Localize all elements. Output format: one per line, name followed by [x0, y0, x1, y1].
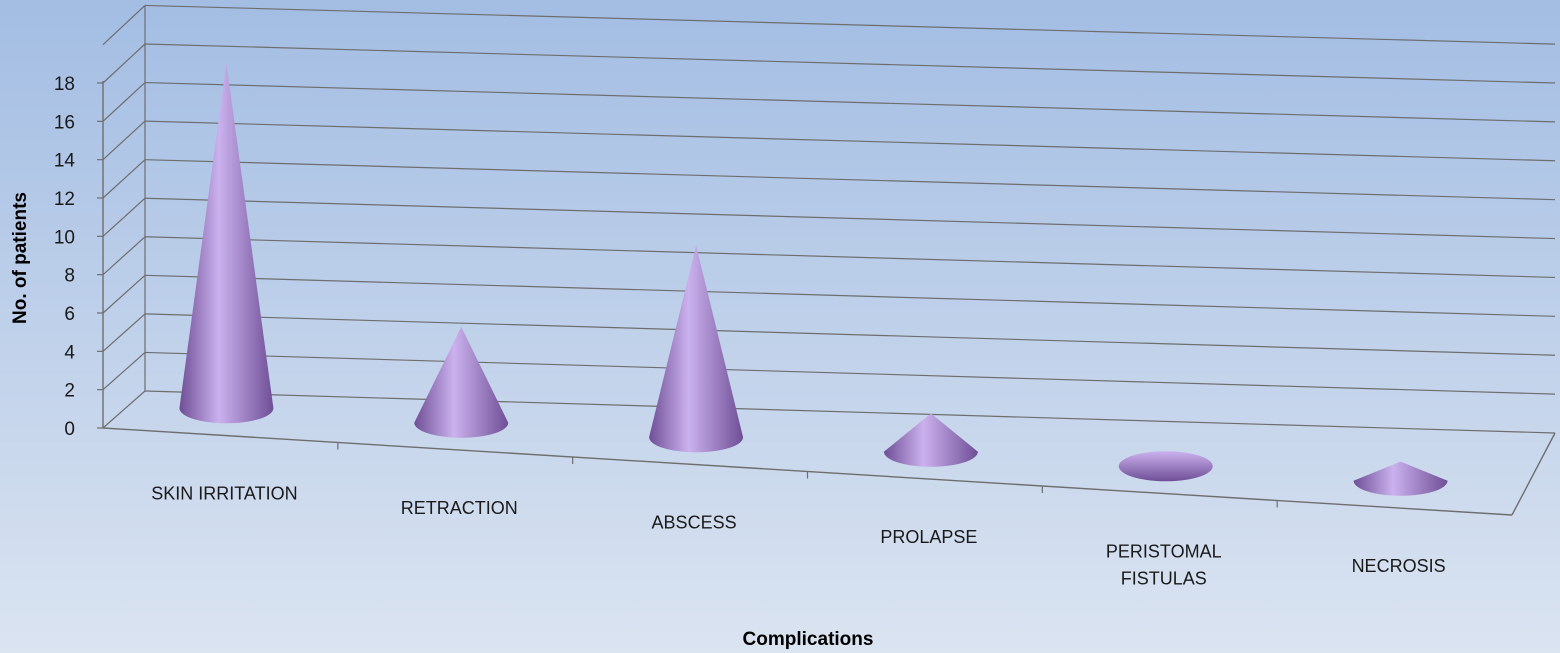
cone-4: [883, 413, 978, 467]
x-tick-label: SKIN IRRITATION: [151, 483, 297, 503]
cone-body: [179, 63, 274, 424]
y-tick-label: 4: [64, 342, 75, 363]
cones: [179, 63, 1448, 496]
side-gridline: [102, 274, 146, 314]
y-tick-label: 18: [54, 74, 75, 95]
back-gridline: [144, 351, 1556, 395]
cone-body: [414, 326, 509, 438]
y-tick-label: 2: [64, 381, 75, 402]
x-tick-label: ABSCESS: [652, 512, 737, 532]
side-gridline: [102, 197, 146, 237]
side-gridline: [102, 351, 146, 391]
side-gridline: [102, 43, 146, 84]
cone-6: [1353, 461, 1448, 496]
y-tick-label: 10: [54, 227, 75, 248]
cone-body: [883, 413, 978, 467]
x-tick-label: PROLAPSE: [880, 527, 977, 547]
back-gridline: [144, 236, 1556, 279]
side-gridline: [102, 5, 146, 46]
back-gridline: [144, 197, 1556, 240]
x-tick-label: PERISTOMAL: [1106, 541, 1222, 561]
cone-body: [1353, 461, 1448, 496]
cone-base-flat: [1118, 451, 1213, 482]
back-gridline: [144, 120, 1556, 162]
cone-2: [414, 326, 509, 438]
back-gridline: [144, 313, 1556, 356]
cone-5: [1118, 451, 1213, 482]
y-tick-labels: 0 2 4 6 8 10 12 14 16 18: [54, 74, 76, 440]
side-gridline: [102, 236, 146, 276]
x-tick-label: RETRACTION: [401, 498, 518, 518]
side-gridline: [102, 390, 146, 429]
floor-right-edge: [1511, 432, 1556, 516]
x-tick-label: NECROSIS: [1352, 556, 1446, 576]
category-labels: SKIN IRRITATION RETRACTION ABSCESS PROLAPSE…: [151, 483, 1445, 588]
cone-body: [649, 245, 744, 453]
y-tick-label: 6: [64, 304, 75, 325]
gridlines: [97, 4, 1556, 516]
cone-1: [179, 63, 274, 424]
y-tick-label: 14: [54, 151, 76, 172]
x-tick-label: FISTULAS: [1121, 568, 1207, 588]
back-gridline: [144, 81, 1556, 123]
side-gridline: [102, 313, 146, 352]
y-tick-label: 0: [64, 419, 75, 440]
y-tick-label: 16: [54, 112, 75, 133]
cone-3: [649, 245, 744, 453]
x-axis-title: Complications: [743, 629, 874, 650]
y-tick-label: 12: [54, 189, 75, 210]
side-gridline: [102, 120, 146, 161]
back-gridline: [144, 390, 1556, 434]
back-gridline: [144, 4, 1556, 45]
y-axis-title: No. of patients: [10, 192, 31, 324]
y-tick-label: 8: [64, 266, 75, 287]
back-gridline: [144, 43, 1556, 84]
side-gridline: [102, 159, 146, 199]
back-gridline: [144, 274, 1556, 317]
side-gridline: [102, 82, 146, 122]
back-gridline: [144, 159, 1556, 201]
